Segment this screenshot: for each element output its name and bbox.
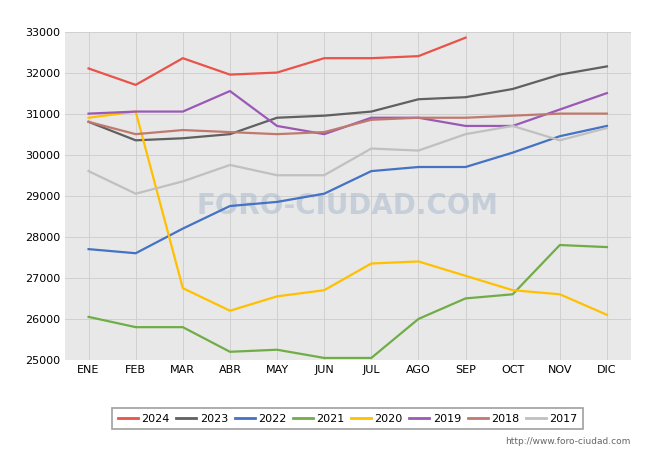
Text: Afiliados en Arona a 30/9/2024: Afiliados en Arona a 30/9/2024 [175, 9, 475, 28]
Legend: 2024, 2023, 2022, 2021, 2020, 2019, 2018, 2017: 2024, 2023, 2022, 2021, 2020, 2019, 2018… [112, 408, 583, 429]
Text: FORO-CIUDAD.COM: FORO-CIUDAD.COM [197, 192, 499, 220]
Text: http://www.foro-ciudad.com: http://www.foro-ciudad.com [505, 436, 630, 446]
